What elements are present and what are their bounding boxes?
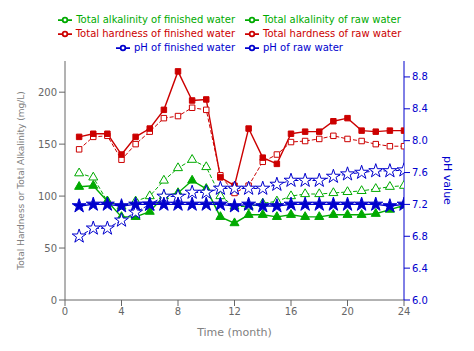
svg-text:12: 12 bbox=[228, 306, 241, 317]
svg-text:8.0: 8.0 bbox=[412, 135, 428, 146]
html-text:Total alkalinity of raw water: Total alkalinity of raw water bbox=[263, 14, 401, 25]
html-text:Total hardness of finished wat: Total hardness of finished water bbox=[75, 28, 235, 39]
svg-text:6.4: 6.4 bbox=[412, 263, 428, 274]
svg-text:pH value: pH value bbox=[441, 156, 454, 205]
svg-text:8: 8 bbox=[175, 306, 181, 317]
html-text:pH of raw water: pH of raw water bbox=[263, 42, 343, 53]
svg-text:6.0: 6.0 bbox=[412, 295, 428, 306]
svg-text:7.6: 7.6 bbox=[412, 167, 428, 178]
svg-text:4: 4 bbox=[118, 306, 124, 317]
html-text:Total hardness of raw water: Total hardness of raw water bbox=[263, 28, 402, 39]
svg-text:24: 24 bbox=[398, 306, 411, 317]
svg-text:20: 20 bbox=[341, 306, 354, 317]
svg-text:100: 100 bbox=[38, 191, 57, 202]
svg-text:Total Hardness or Total Alkali: Total Hardness or Total Alkalinity (mg/L… bbox=[16, 91, 26, 271]
svg-text:Time (month): Time (month) bbox=[196, 326, 272, 339]
svg-text:16: 16 bbox=[285, 306, 298, 317]
svg-text:150: 150 bbox=[38, 139, 57, 150]
svg-text:50: 50 bbox=[44, 243, 57, 254]
svg-text:7.2: 7.2 bbox=[412, 199, 428, 210]
svg-text:6.8: 6.8 bbox=[412, 231, 428, 242]
svg-text:8.8: 8.8 bbox=[412, 71, 428, 82]
svg-text:0: 0 bbox=[51, 295, 57, 306]
svg-text:200: 200 bbox=[38, 87, 57, 98]
svg-text:8.4: 8.4 bbox=[412, 103, 428, 114]
html-text:Total alkalinity of finished w: Total alkalinity of finished water bbox=[76, 14, 235, 25]
svg-text:0: 0 bbox=[62, 306, 68, 317]
html-text:pH of finished water: pH of finished water bbox=[134, 42, 235, 53]
